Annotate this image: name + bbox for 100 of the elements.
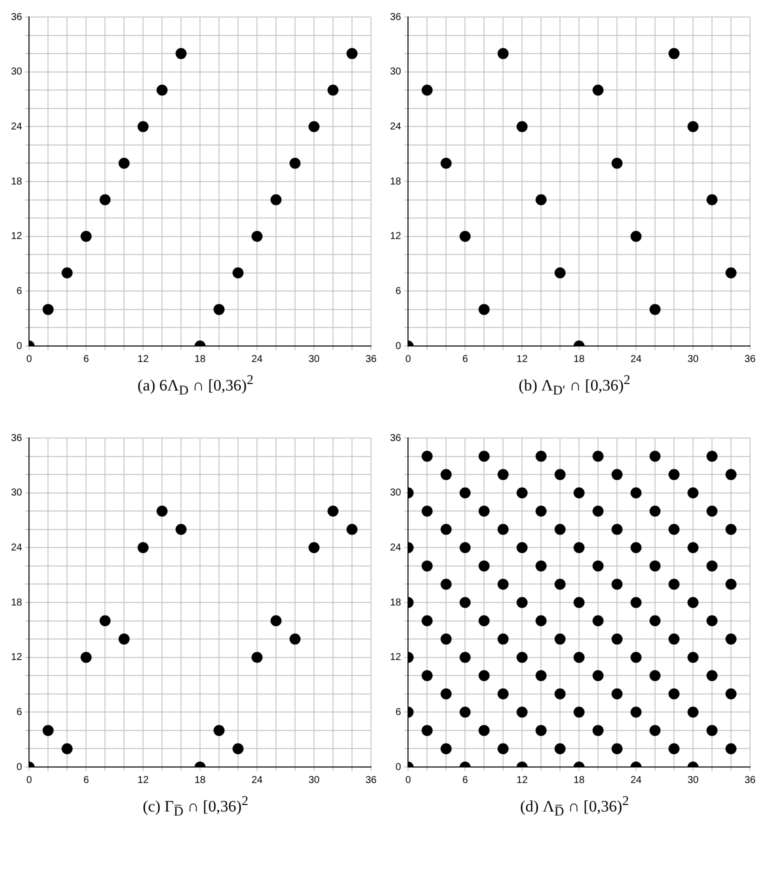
point <box>214 724 225 736</box>
point <box>176 48 187 60</box>
point <box>156 505 168 516</box>
text: (c) Γ$_{D̅}$ ∩ [0,36)$^{2}$ <box>142 792 250 820</box>
point <box>478 304 490 315</box>
point <box>290 158 301 169</box>
y-tick-label: 6 <box>16 286 23 297</box>
x-tick-label: 24 <box>251 354 264 365</box>
point <box>214 304 225 315</box>
point <box>688 121 699 132</box>
point <box>138 542 149 553</box>
y-tick-label: 30 <box>11 487 23 498</box>
point <box>100 194 111 206</box>
point <box>612 158 623 169</box>
point <box>252 651 263 662</box>
point <box>346 523 358 534</box>
x-tick-label: 6 <box>462 354 468 365</box>
point <box>516 121 528 132</box>
y-tick-label: 0 <box>396 761 402 772</box>
point <box>176 523 187 534</box>
x-tick-label: 12 <box>138 354 150 365</box>
point <box>328 84 339 96</box>
point <box>726 267 737 278</box>
x-tick-label: 12 <box>138 774 150 786</box>
x-tick-label: 12 <box>516 774 528 786</box>
point <box>138 121 149 132</box>
point <box>554 267 566 278</box>
point <box>270 614 282 626</box>
point <box>308 542 320 553</box>
point <box>440 158 452 169</box>
x-tick-label: 0 <box>405 354 412 365</box>
point <box>498 48 509 60</box>
x-tick-label: 18 <box>194 354 206 365</box>
point <box>630 230 642 242</box>
x-tick-label: 30 <box>687 354 700 365</box>
x-tick-label: 30 <box>687 774 700 786</box>
point <box>118 158 130 169</box>
y-tick-label: 6 <box>396 706 402 718</box>
x-tick-label: 36 <box>365 354 377 365</box>
x-tick-label: 36 <box>744 774 756 786</box>
point <box>80 651 92 662</box>
point <box>62 267 73 278</box>
point <box>668 48 680 60</box>
text: (b) Λ$_{D′}$ ∩ [0,36)$^{2}$ <box>518 372 632 399</box>
y-tick-label: 30 <box>390 487 402 498</box>
y-tick-label: 18 <box>11 176 23 188</box>
x-tick-label: 6 <box>83 774 90 786</box>
point <box>62 742 73 754</box>
y-tick-label: 30 <box>390 66 402 78</box>
y-tick-label: 24 <box>390 542 402 553</box>
point <box>118 633 130 644</box>
y-tick-label: 12 <box>390 231 402 242</box>
text: (a) 6Λ$_{D}$ ∩ [0,36)$^{2}$ <box>136 372 254 399</box>
x-tick-label: 30 <box>308 774 320 786</box>
point <box>42 724 54 736</box>
point <box>536 194 547 206</box>
point <box>252 230 263 242</box>
y-tick-label: 30 <box>11 66 23 78</box>
y-tick-label: 18 <box>390 596 402 608</box>
point <box>346 48 358 60</box>
point <box>328 505 339 516</box>
point <box>650 304 661 315</box>
y-tick-label: 36 <box>11 12 23 23</box>
point <box>232 267 244 278</box>
point <box>80 230 92 242</box>
y-tick-label: 0 <box>16 761 23 772</box>
y-tick-label: 24 <box>11 542 23 553</box>
y-tick-label: 24 <box>390 121 402 132</box>
point <box>706 194 718 206</box>
x-tick-label: 36 <box>744 354 756 365</box>
text: (d) Λ$_{D̅}$ ∩ [0,36)$^{2}$ <box>519 792 630 820</box>
x-tick-label: 0 <box>26 354 32 365</box>
x-tick-label: 0 <box>26 774 32 786</box>
x-tick-label: 18 <box>574 354 586 365</box>
y-tick-label: 12 <box>11 231 23 242</box>
y-tick-label: 12 <box>11 652 23 663</box>
y-tick-label: 36 <box>390 432 402 444</box>
point <box>592 84 604 96</box>
x-tick-label: 24 <box>630 354 642 365</box>
x-tick-label: 36 <box>365 774 377 786</box>
y-tick-label: 18 <box>11 596 23 608</box>
x-tick-label: 18 <box>194 774 206 786</box>
y-tick-label: 36 <box>11 432 23 444</box>
x-tick-label: 24 <box>251 774 264 786</box>
y-tick-label: 12 <box>390 652 402 663</box>
y-tick-label: 6 <box>16 706 23 718</box>
point <box>308 121 320 132</box>
y-tick-label: 36 <box>390 12 402 23</box>
x-tick-label: 0 <box>405 774 412 786</box>
point <box>232 742 244 754</box>
x-tick-label: 30 <box>308 354 320 365</box>
point <box>100 614 111 626</box>
y-tick-label: 0 <box>396 340 402 352</box>
point <box>270 194 282 206</box>
point <box>156 84 168 96</box>
y-tick-label: 18 <box>390 176 402 188</box>
y-tick-label: 6 <box>396 286 402 297</box>
y-tick-label: 24 <box>11 121 23 132</box>
x-tick-label: 24 <box>630 774 642 786</box>
point <box>422 84 433 96</box>
